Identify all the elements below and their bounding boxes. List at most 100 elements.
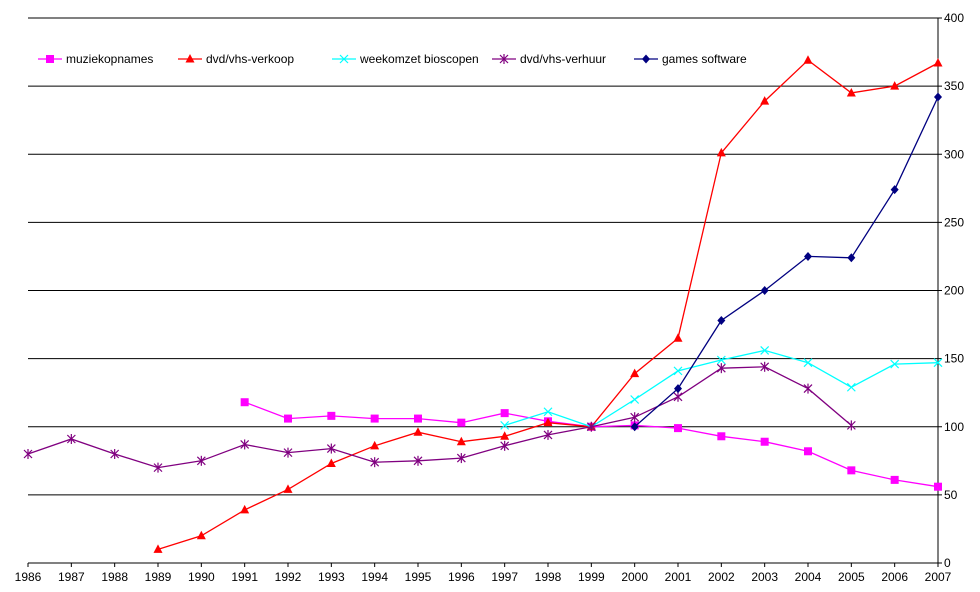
data-point: [804, 251, 812, 261]
data-point: [674, 384, 682, 394]
legend-label: dvd/vhs-verkoop: [206, 52, 294, 66]
data-point: [543, 429, 553, 440]
x-tick-label: 1993: [318, 570, 345, 584]
data-point: [196, 530, 206, 540]
point-stroke: [933, 358, 943, 368]
series-group: [23, 55, 943, 553]
data-point: [283, 484, 293, 493]
data-point: [890, 359, 900, 369]
data-point: [846, 382, 856, 392]
y-tick-label: 0: [944, 556, 951, 570]
data-point: [327, 411, 336, 420]
y-tick-label: 200: [944, 284, 964, 298]
point-stroke: [890, 359, 900, 369]
data-point: [66, 434, 76, 445]
series-line: [244, 401, 939, 488]
point-stroke: [500, 420, 510, 430]
data-point: [370, 457, 380, 468]
data-point: [240, 504, 250, 514]
data-point: [339, 54, 349, 64]
y-tick-label: 250: [944, 215, 964, 229]
data-point: [500, 431, 510, 440]
legend-entry: dvd/vhs-verhuur: [492, 52, 606, 66]
data-point: [370, 440, 380, 450]
data-point: [673, 391, 683, 402]
x-tick-label: 1987: [58, 570, 85, 584]
series-dvd-vhs-verhuur: [23, 361, 856, 473]
x-tick-label: 2000: [621, 570, 648, 584]
point-stroke: [543, 407, 553, 417]
x-tick-label: 2001: [665, 570, 692, 584]
data-point: [326, 458, 336, 468]
data-point: [284, 414, 292, 423]
data-point: [846, 87, 856, 97]
data-point: [543, 407, 553, 417]
data-point: [760, 346, 770, 355]
y-tick-label: 150: [944, 352, 964, 366]
data-point: [283, 447, 293, 458]
series-games-software: [630, 92, 942, 432]
data-point: [500, 440, 510, 451]
x-tick-label: 2007: [925, 570, 952, 584]
point-stroke: [673, 366, 683, 376]
data-point: [456, 453, 466, 464]
x-tick-label: 2006: [881, 570, 908, 584]
data-point: [630, 412, 640, 423]
data-point: [803, 358, 813, 368]
data-point: [716, 147, 726, 157]
y-tick-label: 300: [944, 147, 964, 161]
data-point: [630, 368, 640, 378]
data-point: [630, 422, 639, 432]
data-point: [413, 427, 423, 436]
data-point: [630, 395, 640, 404]
data-point: [46, 55, 54, 63]
data-point: [673, 366, 683, 376]
series-muziekopnames: [240, 398, 942, 491]
point-stroke: [716, 355, 726, 365]
data-point: [804, 447, 812, 456]
data-point: [413, 455, 423, 466]
data-point: [717, 315, 726, 325]
data-point: [543, 417, 553, 427]
legend-entry: games software: [634, 52, 747, 66]
data-point: [240, 439, 250, 450]
data-point: [847, 466, 856, 475]
data-point: [110, 449, 120, 459]
legend-entry: dvd/vhs-verkoop: [178, 52, 294, 66]
data-point: [890, 475, 899, 484]
legend-label: weekomzet bioscopen: [359, 52, 479, 66]
data-point: [586, 421, 596, 432]
legend-label: muziekopnames: [66, 52, 153, 66]
data-point: [456, 436, 466, 446]
x-tick-label: 1995: [405, 570, 432, 584]
series-line: [157, 59, 939, 551]
x-tick-label: 1991: [231, 570, 258, 584]
legend-entry: weekomzet bioscopen: [332, 52, 479, 66]
x-tick-label: 1992: [275, 570, 302, 584]
data-point: [934, 482, 942, 491]
y-tick-label: 400: [944, 11, 964, 25]
gridlines: [28, 17, 938, 496]
data-point: [673, 333, 683, 342]
x-tick-label: 1989: [145, 570, 172, 584]
data-point: [500, 409, 509, 418]
point-stroke: [846, 382, 856, 392]
x-tick-label: 2005: [838, 570, 865, 584]
x-tick-label: 2002: [708, 570, 735, 584]
data-point: [674, 424, 682, 433]
data-point: [326, 443, 336, 454]
data-point: [760, 96, 770, 105]
x-tick-label: 1990: [188, 570, 215, 584]
point-stroke: [760, 346, 770, 355]
x-tick-label: 2003: [751, 570, 778, 584]
data-point: [457, 418, 466, 427]
data-point: [890, 81, 900, 90]
data-point: [414, 414, 422, 423]
x-tick-label: 1996: [448, 570, 475, 584]
data-point: [890, 185, 899, 195]
point-stroke: [803, 358, 813, 368]
data-point: [185, 54, 195, 63]
x-tick-label: 1997: [491, 570, 518, 584]
data-point: [847, 253, 856, 263]
data-point: [370, 414, 379, 423]
